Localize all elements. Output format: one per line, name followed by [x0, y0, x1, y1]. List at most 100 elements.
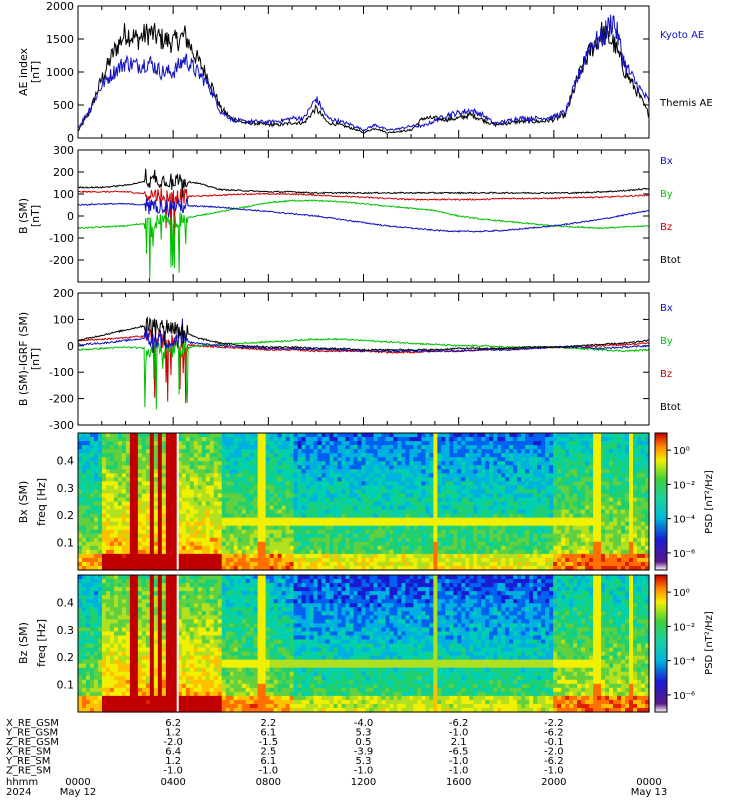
spec-cell: [197, 481, 203, 486]
spec-cell: [93, 449, 99, 454]
spec-cell: [157, 485, 163, 491]
spec-cell: [301, 553, 307, 559]
spec-cell: [589, 557, 594, 563]
spec-cell: [225, 561, 231, 567]
spec-cell: [449, 521, 454, 527]
spec-cell: [129, 473, 135, 478]
spec-cell: [133, 537, 139, 543]
spec-cell: [337, 493, 343, 499]
spec-cell: [549, 449, 554, 454]
spec-cell: [369, 489, 375, 495]
spec-cell: [409, 517, 415, 523]
spec-cell: [257, 465, 263, 470]
ytick-label: 300: [53, 144, 74, 157]
spec-cell: [217, 517, 223, 523]
spec-cell: [205, 545, 211, 551]
spec-cell: [213, 549, 219, 555]
spec-cell: [133, 497, 139, 503]
spec-cell: [457, 557, 462, 563]
spec-cell: [93, 517, 99, 523]
spec-cell: [253, 453, 259, 458]
spec-cell: [617, 561, 622, 567]
spec-cell: [385, 501, 391, 507]
spec-cell: [281, 461, 287, 466]
spec-cell: [577, 549, 582, 555]
spec-cell: [265, 553, 271, 559]
spec-cell: [493, 509, 498, 515]
spec-cell: [389, 449, 395, 454]
spec-cell: [529, 517, 534, 523]
spec-cell: [453, 529, 458, 535]
spec-cell: [149, 561, 155, 567]
spec-cell: [517, 557, 522, 563]
spec-cell: [353, 513, 359, 519]
spec-cell: [297, 441, 303, 446]
spec-cell: [433, 549, 438, 555]
spec-cell: [313, 513, 319, 519]
spec-cell: [613, 517, 618, 523]
spec-cell: [229, 509, 235, 515]
spec-cell: [109, 553, 115, 559]
spec-cell: [345, 457, 351, 462]
spec-cell: [597, 437, 602, 442]
spec-cell: [169, 525, 175, 531]
spec-cell: [273, 437, 279, 442]
spec-cell: [201, 549, 207, 555]
spec-cell: [505, 441, 510, 446]
spec-cell: [133, 469, 139, 474]
spec-cell: [501, 485, 506, 491]
spec-cell: [321, 441, 327, 446]
spec-cell: [577, 545, 582, 551]
spec-cell: [257, 553, 263, 559]
spec-cell: [589, 437, 594, 442]
spec-cell: [629, 509, 634, 515]
spec-cell: [629, 433, 634, 438]
spec-cell: [125, 525, 131, 531]
spec-cell: [477, 449, 482, 454]
spec-cell: [361, 501, 367, 507]
spec-cell: [237, 529, 243, 535]
spec-cell: [121, 449, 127, 454]
spec-cell: [305, 477, 311, 482]
spec-cell: [189, 489, 195, 495]
spec-cell: [509, 545, 514, 551]
spec-cell: [109, 461, 115, 466]
spec-cell: [277, 481, 283, 486]
spec-cell: [461, 493, 466, 499]
spec-cell: [505, 437, 510, 442]
spec-cell: [121, 437, 127, 442]
spec-cell: [181, 557, 187, 563]
spec-cell: [617, 445, 622, 450]
spec-cell: [85, 541, 91, 547]
spec-cell: [397, 465, 403, 470]
spec-cell: [341, 497, 347, 503]
spec-cell: [505, 481, 510, 486]
spec-cell: [161, 465, 167, 470]
spec-cell: [369, 441, 375, 446]
spec-cell: [353, 469, 359, 474]
spec-cell: [313, 461, 319, 466]
spec-cell: [561, 541, 566, 547]
spec-cell: [297, 561, 303, 567]
spec-cell: [221, 481, 227, 486]
spec-cell: [369, 537, 375, 543]
spec-cell: [357, 529, 363, 535]
spec-cell: [241, 437, 247, 442]
spec-cell: [421, 501, 426, 507]
spec-cell: [381, 457, 387, 462]
spec-cell: [489, 445, 494, 450]
spec-cell: [485, 521, 490, 527]
spec-cell: [365, 445, 371, 450]
spec-cell: [433, 501, 438, 507]
spec-cell: [393, 477, 399, 482]
spec-cell: [269, 501, 275, 507]
spec-cell: [417, 501, 422, 507]
spec-cell: [597, 441, 602, 446]
spec-cell: [117, 473, 123, 478]
spec-cell: [177, 537, 183, 543]
spec-cell: [237, 557, 243, 563]
spec-cell: [505, 493, 510, 499]
spec-cell: [621, 509, 626, 515]
spec-cell: [169, 465, 175, 470]
spec-cell: [505, 497, 510, 503]
